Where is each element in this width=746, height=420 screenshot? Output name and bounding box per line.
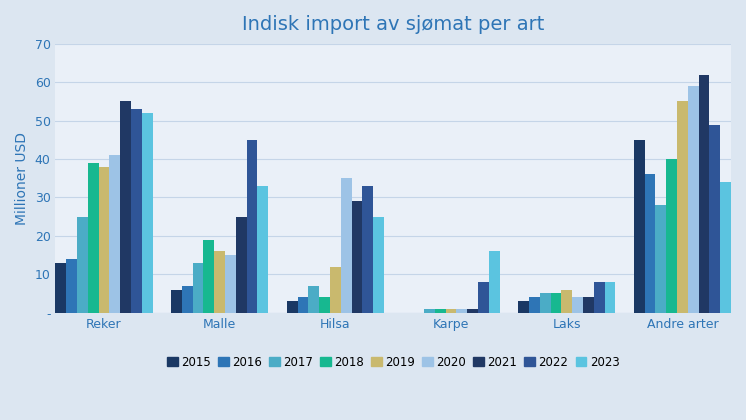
Y-axis label: Millioner USD: Millioner USD bbox=[15, 132, 29, 225]
Bar bbox=[634, 140, 645, 312]
Bar bbox=[257, 186, 269, 312]
Bar bbox=[120, 102, 131, 312]
Bar bbox=[363, 186, 373, 312]
Bar bbox=[645, 174, 656, 312]
Bar bbox=[666, 159, 677, 312]
Bar bbox=[540, 294, 551, 312]
Bar bbox=[529, 297, 540, 312]
Bar bbox=[457, 309, 467, 312]
Bar bbox=[55, 263, 66, 312]
Bar bbox=[445, 309, 457, 312]
Bar bbox=[192, 263, 204, 312]
Bar bbox=[286, 301, 298, 312]
Bar bbox=[308, 286, 319, 312]
Legend: 2015, 2016, 2017, 2018, 2019, 2020, 2021, 2022, 2023: 2015, 2016, 2017, 2018, 2019, 2020, 2021… bbox=[162, 351, 624, 373]
Bar bbox=[351, 201, 363, 312]
Bar bbox=[88, 163, 98, 312]
Bar bbox=[551, 294, 561, 312]
Bar bbox=[142, 113, 153, 312]
Bar bbox=[478, 282, 489, 312]
Bar bbox=[688, 86, 698, 312]
Bar bbox=[341, 178, 351, 312]
Bar bbox=[467, 309, 478, 312]
Bar bbox=[604, 282, 615, 312]
Bar bbox=[594, 282, 604, 312]
Bar bbox=[677, 102, 688, 312]
Bar bbox=[131, 109, 142, 312]
Bar bbox=[561, 290, 572, 312]
Bar bbox=[656, 205, 666, 312]
Bar bbox=[214, 251, 225, 312]
Bar bbox=[319, 297, 330, 312]
Bar bbox=[77, 217, 88, 312]
Bar bbox=[182, 286, 192, 312]
Bar bbox=[298, 297, 308, 312]
Bar bbox=[489, 251, 500, 312]
Bar bbox=[720, 182, 731, 312]
Bar bbox=[247, 140, 257, 312]
Bar bbox=[225, 255, 236, 312]
Bar bbox=[171, 290, 182, 312]
Bar bbox=[236, 217, 247, 312]
Bar bbox=[330, 267, 341, 312]
Bar bbox=[98, 167, 110, 312]
Bar bbox=[373, 217, 384, 312]
Bar bbox=[698, 75, 709, 312]
Bar bbox=[424, 309, 435, 312]
Bar bbox=[572, 297, 583, 312]
Bar bbox=[583, 297, 594, 312]
Bar bbox=[110, 155, 120, 312]
Bar bbox=[518, 301, 529, 312]
Bar bbox=[435, 309, 445, 312]
Bar bbox=[66, 259, 77, 312]
Bar bbox=[204, 240, 214, 312]
Title: Indisk import av sjømat per art: Indisk import av sjømat per art bbox=[242, 15, 545, 34]
Bar bbox=[709, 124, 720, 312]
